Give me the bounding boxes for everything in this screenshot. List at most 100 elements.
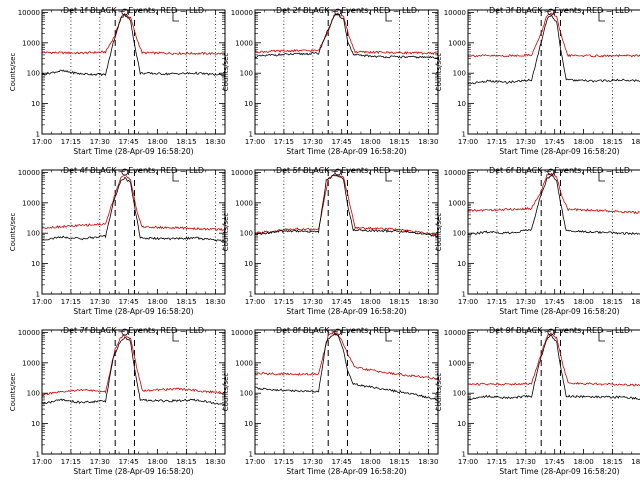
panel-1: Det 1f BLACK = Events, RED = LLDCounts/s… xyxy=(9,6,226,156)
peak-marker xyxy=(334,8,342,16)
x-tick-label: 18:15 xyxy=(602,298,622,306)
lld-series-line xyxy=(255,173,438,236)
x-axis-label: Start Time (28-Apr-09 16:58:20) xyxy=(499,147,619,156)
y-tick-label: 10 xyxy=(244,420,253,428)
x-tick-label: 18:30 xyxy=(418,138,438,146)
lld-series-line xyxy=(255,12,438,55)
y-tick-label: 1 xyxy=(462,451,466,459)
y-tick-label: 10 xyxy=(244,260,253,268)
x-tick-label: 18:15 xyxy=(602,138,622,146)
x-tick-label: 18:15 xyxy=(176,298,196,306)
corner-bracket-marker xyxy=(385,332,392,342)
plot-frame xyxy=(41,9,226,135)
panel-2: Det 2f BLACK = Events, RED = LLDCounts/s… xyxy=(222,6,439,156)
x-tick-label: 18:30 xyxy=(631,138,640,146)
lld-series-line xyxy=(468,172,640,215)
y-tick-label: 1000 xyxy=(22,359,40,367)
x-tick-label: 17:30 xyxy=(303,298,323,306)
x-axis-label: Start Time (28-Apr-09 16:58:20) xyxy=(73,147,193,156)
panel-9: Det 9f BLACK = Events, RED = LLDCounts/s… xyxy=(435,326,640,476)
x-tick-label: 17:45 xyxy=(119,298,139,306)
events-series-line xyxy=(468,174,640,236)
plot-frame xyxy=(254,169,439,295)
x-tick-label: 18:30 xyxy=(631,298,640,306)
y-tick-label: 10000 xyxy=(231,169,253,177)
x-tick-label: 17:30 xyxy=(516,138,536,146)
y-tick-label: 10000 xyxy=(231,329,253,337)
panel-8: Det 8f BLACK = Events, RED = LLDCounts/s… xyxy=(222,326,439,476)
corner-bracket-marker xyxy=(385,172,392,182)
y-axis-label: Counts/sec xyxy=(435,53,443,92)
x-tick-label: 17:00 xyxy=(458,298,478,306)
y-axis-label: Counts/sec xyxy=(222,373,230,412)
x-axis-label: Start Time (28-Apr-09 16:58:20) xyxy=(499,307,619,316)
x-tick-label: 17:45 xyxy=(332,458,352,466)
x-tick-label: 17:45 xyxy=(545,298,565,306)
y-tick-label: 10000 xyxy=(18,9,40,17)
x-tick-label: 18:15 xyxy=(389,298,409,306)
events-series-line xyxy=(255,174,438,238)
x-tick-label: 17:45 xyxy=(119,138,139,146)
y-tick-label: 1000 xyxy=(235,39,253,47)
x-tick-label: 17:45 xyxy=(332,298,352,306)
events-series-line xyxy=(42,176,225,243)
x-tick-label: 17:15 xyxy=(61,298,81,306)
x-tick-label: 18:00 xyxy=(360,138,380,146)
events-series-line xyxy=(255,333,438,402)
y-tick-label: 10 xyxy=(457,420,466,428)
events-series-line xyxy=(42,14,225,77)
y-tick-label: 1000 xyxy=(235,199,253,207)
corner-bracket-marker xyxy=(598,172,605,182)
x-tick-label: 17:00 xyxy=(245,298,265,306)
y-tick-label: 1000 xyxy=(448,39,466,47)
y-tick-label: 100 xyxy=(27,230,40,238)
x-tick-label: 17:30 xyxy=(516,458,536,466)
x-tick-label: 17:30 xyxy=(90,138,110,146)
plot-frame xyxy=(467,329,640,455)
corner-bracket-marker xyxy=(598,12,605,22)
y-axis-label: Counts/sec xyxy=(222,213,230,252)
x-tick-label: 18:30 xyxy=(205,298,225,306)
x-tick-label: 17:00 xyxy=(245,458,265,466)
y-tick-label: 100 xyxy=(27,70,40,78)
x-tick-label: 18:15 xyxy=(176,458,196,466)
x-tick-label: 17:15 xyxy=(61,138,81,146)
peak-marker xyxy=(121,168,129,176)
peak-marker xyxy=(334,168,342,176)
y-tick-label: 1 xyxy=(462,131,466,139)
y-axis-label: Counts/sec xyxy=(9,53,17,92)
corner-bracket-marker xyxy=(172,332,179,342)
x-tick-label: 17:30 xyxy=(90,458,110,466)
y-tick-label: 1000 xyxy=(22,39,40,47)
plot-frame xyxy=(467,169,640,295)
x-axis-label: Start Time (28-Apr-09 16:58:20) xyxy=(286,147,406,156)
x-tick-label: 17:15 xyxy=(487,458,507,466)
x-tick-label: 17:00 xyxy=(245,138,265,146)
y-axis-label: Counts/sec xyxy=(435,373,443,412)
x-tick-label: 18:15 xyxy=(602,458,622,466)
x-axis-label: Start Time (28-Apr-09 16:58:20) xyxy=(286,307,406,316)
y-axis-label: Counts/sec xyxy=(435,213,443,252)
y-tick-label: 100 xyxy=(453,70,466,78)
peak-marker xyxy=(547,8,555,16)
x-tick-label: 18:30 xyxy=(205,458,225,466)
corner-bracket-marker xyxy=(385,12,392,22)
x-tick-label: 17:15 xyxy=(274,298,294,306)
y-tick-label: 100 xyxy=(453,230,466,238)
x-tick-label: 17:30 xyxy=(516,298,536,306)
x-axis-label: Start Time (28-Apr-09 16:58:20) xyxy=(286,467,406,476)
corner-bracket-marker xyxy=(172,172,179,182)
x-axis-label: Start Time (28-Apr-09 16:58:20) xyxy=(73,307,193,316)
x-tick-label: 18:30 xyxy=(418,458,438,466)
y-axis-label: Counts/sec xyxy=(222,53,230,92)
plot-frame xyxy=(254,9,439,135)
lld-series-line xyxy=(42,174,225,232)
y-tick-label: 1 xyxy=(462,291,466,299)
y-tick-label: 10000 xyxy=(444,169,466,177)
x-tick-label: 18:15 xyxy=(389,458,409,466)
panel-3: Det 3f BLACK = Events, RED = LLDCounts/s… xyxy=(435,6,640,156)
x-tick-label: 18:30 xyxy=(631,458,640,466)
y-tick-label: 10000 xyxy=(18,329,40,337)
events-series-line xyxy=(42,336,225,407)
